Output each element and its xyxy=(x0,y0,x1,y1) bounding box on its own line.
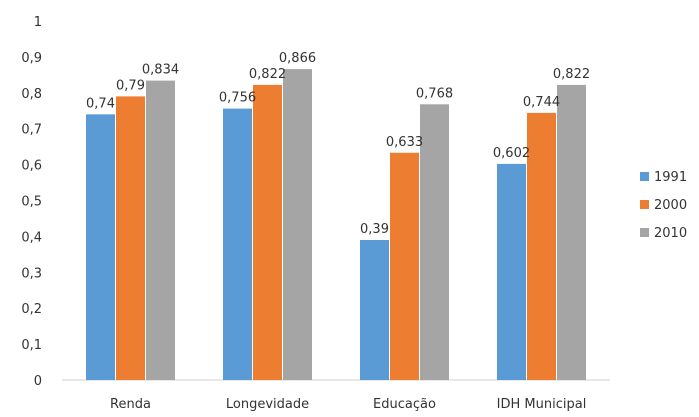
bar-series-group xyxy=(86,69,586,381)
data-label-2010-1: 0,866 xyxy=(279,51,316,66)
legend-label-1991: 1991 xyxy=(654,170,687,185)
x-category-label: IDH Municipal xyxy=(497,397,587,412)
y-tick-label: 0,1 xyxy=(21,338,42,353)
data-label-2010-0: 0,834 xyxy=(142,63,179,78)
x-axis-ticks: Renda Longevidade Educação IDH Municipal xyxy=(110,397,586,412)
legend: 1991 2000 2010 xyxy=(640,170,687,241)
y-tick-label: 0,8 xyxy=(21,87,42,102)
bar-1991-1 xyxy=(223,108,252,380)
bar-2010-2 xyxy=(420,104,449,381)
data-label-2010-3: 0,822 xyxy=(553,67,590,82)
y-axis-ticks: 0 0,1 0,2 0,3 0,4 0,5 0,6 0,7 0,8 0,9 1 xyxy=(21,15,42,389)
legend-swatch-1991 xyxy=(640,172,649,181)
bar-2010-1 xyxy=(283,69,312,380)
bar-1991-2 xyxy=(360,239,389,380)
bar-2010-3 xyxy=(557,84,586,380)
y-tick-label: 0 xyxy=(34,374,42,389)
legend-swatch-2010 xyxy=(640,228,649,237)
y-tick-label: 0,6 xyxy=(21,159,42,174)
data-label-2000-1: 0,822 xyxy=(249,67,286,82)
data-label-2000-3: 0,744 xyxy=(523,95,560,110)
y-tick-label: 0,4 xyxy=(21,230,42,245)
y-tick-label: 0,7 xyxy=(21,123,42,138)
x-category-label: Renda xyxy=(110,397,151,412)
bar-2010-0 xyxy=(146,80,175,381)
bar-2000-2 xyxy=(390,152,419,380)
y-tick-label: 0,5 xyxy=(21,195,42,210)
bar-1991-3 xyxy=(497,163,526,380)
x-category-label: Longevidade xyxy=(226,397,309,412)
legend-swatch-2000 xyxy=(640,200,649,209)
data-label-2000-2: 0,633 xyxy=(386,135,423,150)
bar-2000-0 xyxy=(116,96,145,380)
legend-label-2010: 2010 xyxy=(654,226,687,241)
y-tick-label: 0,3 xyxy=(21,266,42,281)
bar-2000-3 xyxy=(527,112,556,381)
x-category-label: Educação xyxy=(373,397,436,412)
bar-2000-1 xyxy=(253,84,282,380)
data-label-1991-2: 0,39 xyxy=(360,222,389,237)
y-tick-label: 0,2 xyxy=(21,302,42,317)
data-label-1991-1: 0,756 xyxy=(219,91,256,106)
data-label-1991-3: 0,602 xyxy=(493,146,530,161)
y-tick-label: 0,9 xyxy=(21,51,42,66)
data-label-2010-2: 0,768 xyxy=(416,86,453,101)
bar-1991-0 xyxy=(86,114,115,380)
data-label-2000-0: 0,79 xyxy=(116,78,145,93)
y-tick-label: 1 xyxy=(34,15,42,30)
data-labels-group: 0,740,790,8340,7560,8220,8660,390,6330,7… xyxy=(86,51,590,237)
legend-label-2000: 2000 xyxy=(654,198,687,213)
data-label-1991-0: 0,74 xyxy=(86,96,115,111)
